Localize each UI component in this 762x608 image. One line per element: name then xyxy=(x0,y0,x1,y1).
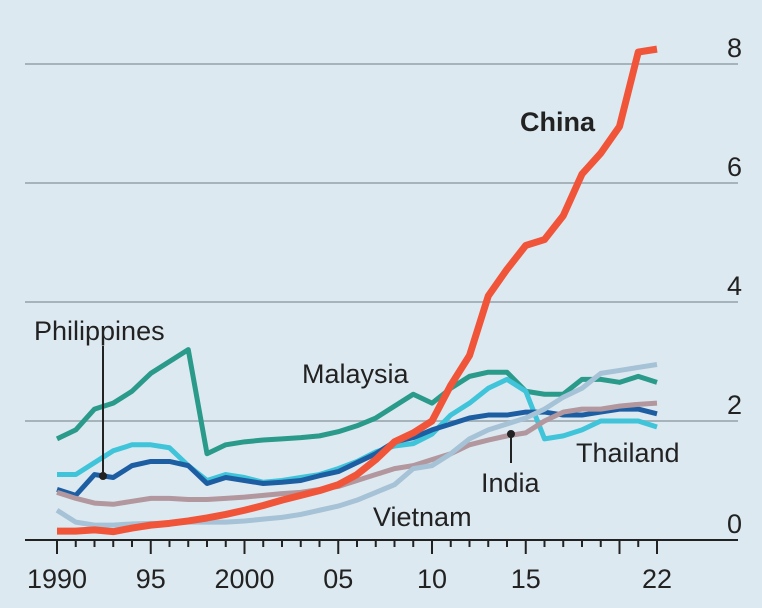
x-tick-label-2022: 22 xyxy=(642,564,672,594)
y-tick-label-6: 6 xyxy=(727,152,742,182)
x-axis xyxy=(25,539,738,554)
series-label-thailand: Thailand xyxy=(576,438,680,468)
y-tick-label-8: 8 xyxy=(727,33,742,63)
series-line-china xyxy=(57,45,658,536)
series-label-india: India xyxy=(481,468,541,498)
series-line-india xyxy=(56,400,658,507)
series-label-malaysia: Malaysia xyxy=(302,359,410,389)
x-tick-label-2005: 05 xyxy=(323,564,353,594)
series-labels: China Malaysia Philippines India Thailand Vie… xyxy=(34,107,680,532)
series-label-philippines: Philippines xyxy=(34,316,165,346)
y-tick-label-2: 2 xyxy=(727,390,742,420)
x-axis-tick-labels: 1990 95 2000 05 10 15 22 xyxy=(27,564,672,594)
series-lines xyxy=(55,45,658,536)
x-tick-label-1995: 95 xyxy=(136,564,166,594)
series-label-vietnam: Vietnam xyxy=(373,502,472,532)
y-tick-label-0: 0 xyxy=(727,509,742,539)
leader-dot-philippines xyxy=(99,472,107,480)
x-tick-label-2000: 2000 xyxy=(214,564,274,594)
x-tick-label-2015: 15 xyxy=(511,564,541,594)
series-line-malaysia xyxy=(55,347,658,457)
x-tick-label-1990: 1990 xyxy=(27,564,87,594)
leader-dot-india xyxy=(507,430,515,438)
x-tick-label-2010: 10 xyxy=(417,564,447,594)
y-tick-label-4: 4 xyxy=(727,271,742,301)
series-label-china: China xyxy=(520,107,596,137)
y-axis-tick-labels: 0 2 4 6 8 xyxy=(727,33,742,539)
